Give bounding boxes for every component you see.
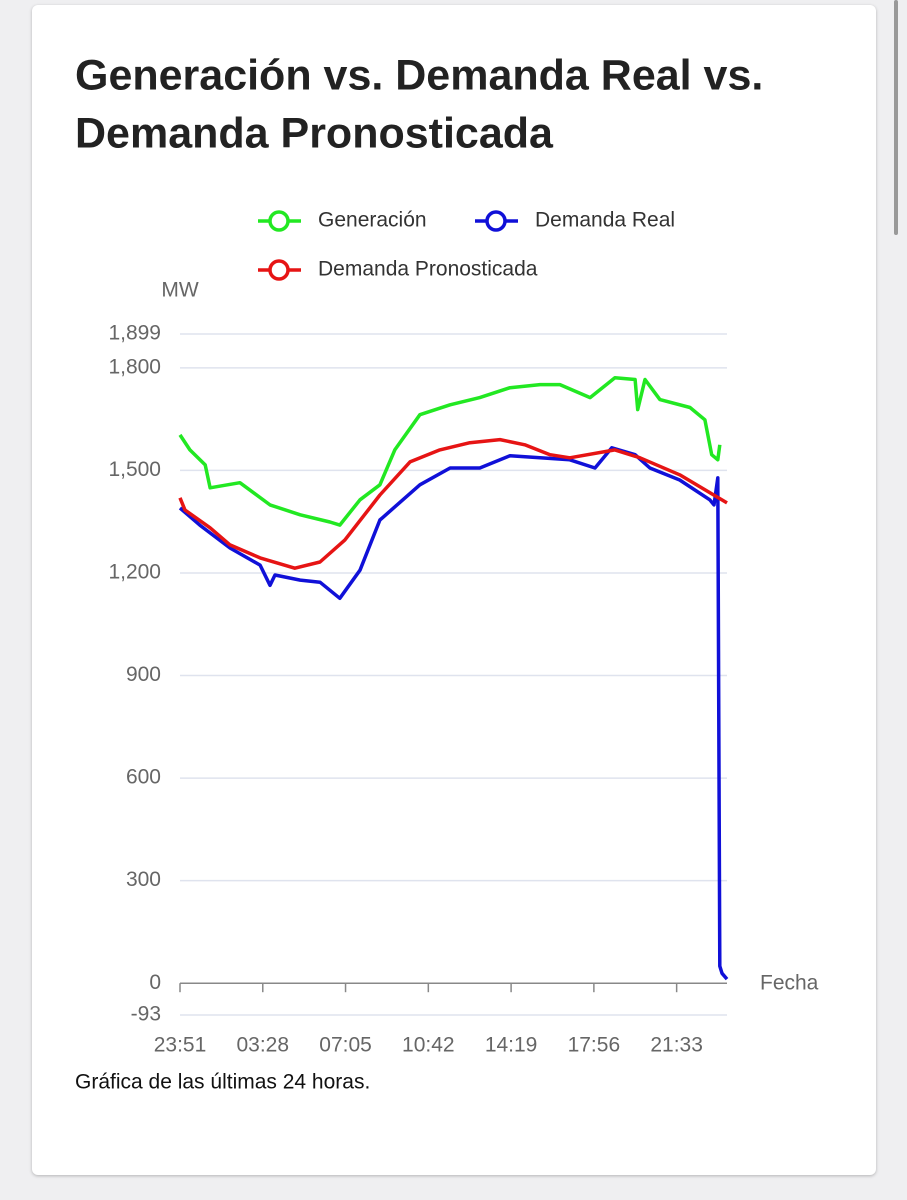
x-tick-label: 10:42 <box>402 1034 455 1057</box>
y-tick-label: 1,200 <box>108 561 161 584</box>
legend-marker <box>268 259 290 281</box>
card <box>32 5 876 1175</box>
y-axis-label: MW <box>161 279 198 302</box>
legend-label: Generación <box>318 209 427 232</box>
x-tick-label: 14:19 <box>485 1034 538 1057</box>
legend-label: Demanda Pronosticada <box>318 258 538 281</box>
chart-title: Demanda Pronosticada <box>75 109 554 157</box>
legend-marker <box>268 210 290 232</box>
y-tick-label: 1,500 <box>108 458 161 481</box>
x-tick-label: 03:28 <box>236 1034 289 1057</box>
x-tick-label: 07:05 <box>319 1034 372 1057</box>
x-tick-label: 17:56 <box>568 1034 621 1057</box>
scrollbar <box>894 0 898 235</box>
y-tick-label: 0 <box>149 971 161 994</box>
y-tick-label: -93 <box>131 1003 161 1026</box>
x-tick-label: 23:51 <box>154 1034 207 1057</box>
y-tick-label: 900 <box>126 663 161 686</box>
y-tick-label: 300 <box>126 868 161 891</box>
caption: Gráfica de las últimas 24 horas. <box>75 1071 370 1094</box>
x-tick-label: 21:33 <box>650 1034 703 1057</box>
chart-title: Generación vs. Demanda Real vs. <box>75 51 763 99</box>
legend-marker <box>485 210 507 232</box>
series-line <box>178 437 728 570</box>
y-tick-label: 600 <box>126 766 161 789</box>
x-axis-label: Fecha <box>760 972 819 995</box>
y-tick-label: 1,899 <box>108 322 161 345</box>
legend-label: Demanda Real <box>535 209 675 232</box>
y-tick-label: 1,800 <box>108 355 161 378</box>
series-line <box>178 376 722 527</box>
series-line <box>178 446 729 981</box>
